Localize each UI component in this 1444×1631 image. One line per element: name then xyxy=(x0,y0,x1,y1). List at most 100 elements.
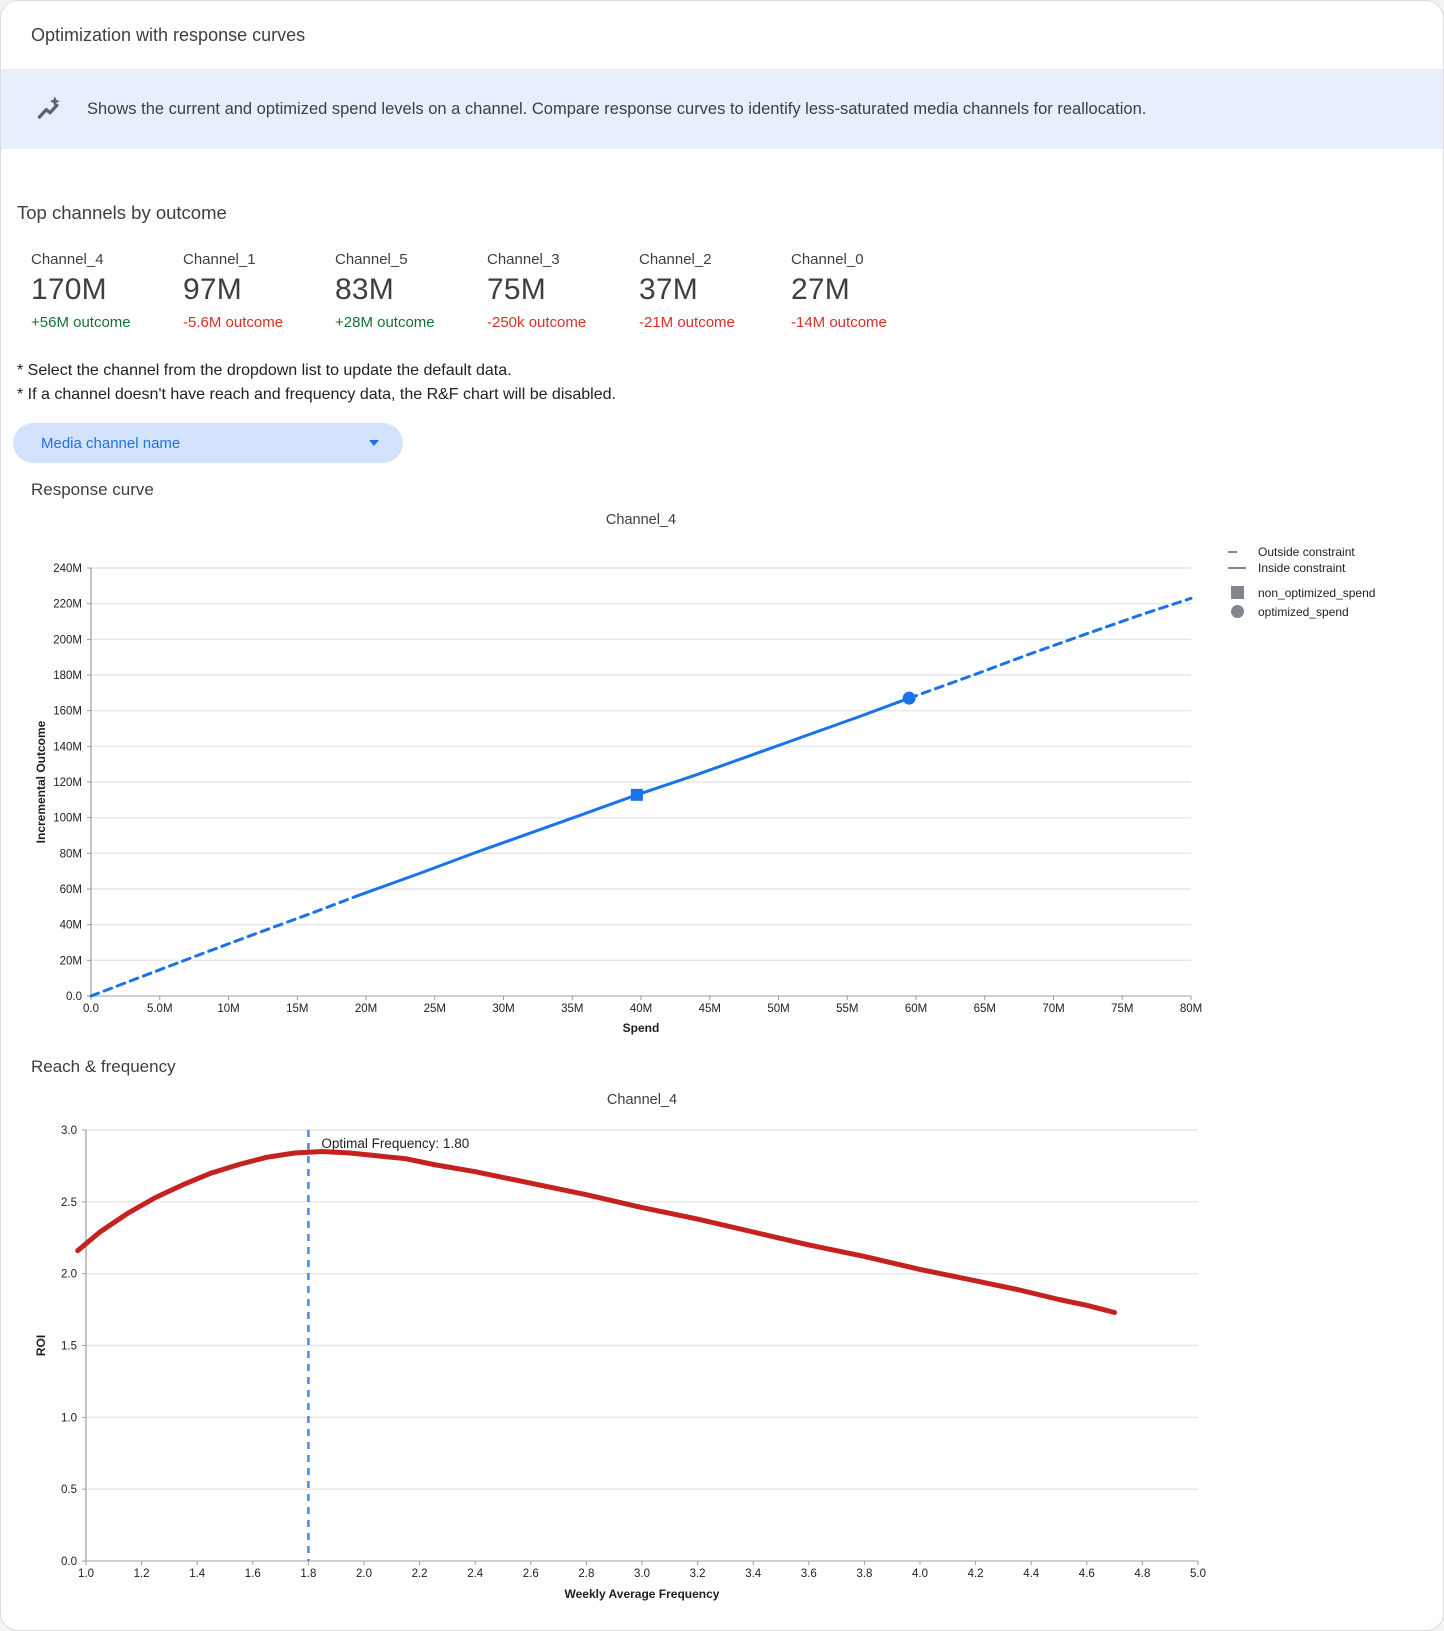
usage-notes: * Select the channel from the dropdown l… xyxy=(17,359,1443,407)
svg-text:4.8: 4.8 xyxy=(1134,1568,1150,1580)
chart-title: Channel_4 xyxy=(607,1092,677,1108)
svg-text:1.8: 1.8 xyxy=(300,1568,316,1580)
response-curve-heading: Response curve xyxy=(31,480,154,499)
svg-text:160M: 160M xyxy=(53,706,82,718)
svg-text:70M: 70M xyxy=(1042,1003,1064,1015)
channel-value: 37M xyxy=(639,273,698,306)
svg-text:5.0M: 5.0M xyxy=(147,1003,173,1015)
svg-text:120M: 120M xyxy=(53,777,82,789)
x-axis-label: Spend xyxy=(623,1021,660,1035)
svg-text:3.6: 3.6 xyxy=(801,1568,817,1580)
svg-text:1.5: 1.5 xyxy=(61,1341,77,1353)
svg-text:4.0: 4.0 xyxy=(912,1568,928,1580)
svg-text:200M: 200M xyxy=(53,634,82,646)
channel-name: Channel_4 xyxy=(31,251,104,268)
chart-legend: Outside constraint Inside constraint non… xyxy=(1226,544,1375,621)
channel-card: Channel_2 37M -21M outcome xyxy=(639,251,791,331)
legend-label: non_optimized_spend xyxy=(1258,585,1376,600)
svg-text:10M: 10M xyxy=(217,1003,239,1015)
channel-delta: +56M outcome xyxy=(31,314,131,331)
svg-text:2.4: 2.4 xyxy=(467,1568,484,1580)
svg-text:15M: 15M xyxy=(286,1003,308,1015)
svg-text:100M: 100M xyxy=(53,813,82,825)
svg-text:0.0: 0.0 xyxy=(61,1556,77,1568)
channel-name: Channel_2 xyxy=(639,251,712,268)
svg-text:40M: 40M xyxy=(630,1003,652,1015)
optimized_spend-marker xyxy=(902,691,916,705)
svg-text:4.4: 4.4 xyxy=(1023,1568,1040,1580)
svg-text:180M: 180M xyxy=(53,670,82,682)
svg-text:35M: 35M xyxy=(561,1003,583,1015)
svg-text:0.0: 0.0 xyxy=(83,1003,99,1015)
svg-text:4.2: 4.2 xyxy=(968,1568,984,1580)
svg-text:1.4: 1.4 xyxy=(189,1568,206,1580)
svg-text:2.6: 2.6 xyxy=(523,1568,539,1580)
channel-name: Channel_1 xyxy=(183,251,256,268)
channel-name: Channel_3 xyxy=(487,251,560,268)
response-curve-chart: 0.0 20M 40M 60M 80M 100M 120M 140M 160M 180M 200M 2… xyxy=(34,512,1202,1035)
top-channels-heading: Top channels by outcome xyxy=(17,202,227,223)
outside_constraint_high-series xyxy=(907,596,1193,700)
svg-text:55M: 55M xyxy=(836,1003,858,1015)
svg-text:60M: 60M xyxy=(905,1003,927,1015)
solid-line-symbol xyxy=(1226,567,1248,569)
channel-delta: +28M outcome xyxy=(335,314,435,331)
channel-name: Channel_5 xyxy=(335,251,408,268)
svg-text:2.2: 2.2 xyxy=(412,1568,428,1580)
channel-delta: -21M outcome xyxy=(639,314,735,331)
roi_curve-series xyxy=(75,1149,1118,1315)
channel-value: 75M xyxy=(487,273,546,306)
insights-icon xyxy=(37,96,60,119)
svg-text:1.0: 1.0 xyxy=(61,1412,77,1424)
reach-frequency-block: 0.0 0.5 1.0 1.5 2.0 2.5 3.0 1.0 1.2 1.4 1.6 1.8 2.0 2… xyxy=(31,1078,1443,1630)
svg-text:220M: 220M xyxy=(53,599,82,611)
channel-name: Channel_0 xyxy=(791,251,864,268)
svg-text:80M: 80M xyxy=(1180,1003,1202,1015)
svg-text:3.0: 3.0 xyxy=(61,1125,77,1137)
info-banner: Shows the current and optimized spend le… xyxy=(1,69,1443,149)
page-title-bar: Optimization with response curves xyxy=(1,1,1443,69)
response-curve-block: 0.0 20M 40M 60M 80M 100M 120M 140M 160M 180M 200M 2… xyxy=(31,506,1443,1041)
svg-text:20M: 20M xyxy=(355,1003,377,1015)
svg-text:2.0: 2.0 xyxy=(356,1568,372,1580)
outside_constraint_low-series xyxy=(89,893,361,998)
svg-text:3.0: 3.0 xyxy=(634,1568,650,1580)
legend-item: non_optimized_spend xyxy=(1226,583,1375,602)
x-axis-label: Weekly Average Frequency xyxy=(565,1587,720,1601)
reach-frequency-heading: Reach & frequency xyxy=(31,1057,176,1076)
note-line: * Select the channel from the dropdown l… xyxy=(17,362,512,379)
svg-text:40M: 40M xyxy=(60,920,82,932)
top-channels-row: Channel_4 170M +56M outcome Channel_1 97… xyxy=(31,251,1443,331)
note-line: * If a channel doesn't have reach and fr… xyxy=(17,386,616,403)
channel-value: 27M xyxy=(791,273,850,306)
channel-card: Channel_4 170M +56M outcome xyxy=(31,251,183,331)
svg-text:2.8: 2.8 xyxy=(578,1568,594,1580)
svg-text:1.2: 1.2 xyxy=(134,1568,150,1580)
page-title: Optimization with response curves xyxy=(31,24,306,45)
svg-text:3.2: 3.2 xyxy=(690,1568,706,1580)
svg-text:45M: 45M xyxy=(699,1003,721,1015)
legend-label: optimized_spend xyxy=(1258,604,1349,619)
svg-text:0.5: 0.5 xyxy=(61,1484,77,1496)
svg-text:75M: 75M xyxy=(1111,1003,1133,1015)
channel-delta: -250k outcome xyxy=(487,314,587,331)
channel-delta: -14M outcome xyxy=(791,314,887,331)
svg-text:1.6: 1.6 xyxy=(245,1568,261,1580)
svg-text:3.8: 3.8 xyxy=(856,1568,872,1580)
svg-text:0.0: 0.0 xyxy=(66,991,82,1003)
legend-label: Outside constraint xyxy=(1258,545,1355,559)
reach-frequency-chart: 0.0 0.5 1.0 1.5 2.0 2.5 3.0 1.0 1.2 1.4 1.6 1.8 2.0 2… xyxy=(34,1092,1206,1601)
svg-text:65M: 65M xyxy=(974,1003,996,1015)
svg-text:30M: 30M xyxy=(492,1003,514,1015)
svg-text:25M: 25M xyxy=(424,1003,446,1015)
dropdown-arrow-icon xyxy=(369,440,379,446)
svg-text:2.0: 2.0 xyxy=(61,1269,77,1281)
svg-text:2.5: 2.5 xyxy=(61,1197,77,1209)
legend-item: Outside constraint xyxy=(1226,544,1375,560)
channel-value: 83M xyxy=(335,273,394,306)
chart-title: Channel_4 xyxy=(606,512,676,528)
svg-text:5.0: 5.0 xyxy=(1190,1568,1206,1580)
media-channel-dropdown[interactable]: Media channel name xyxy=(13,423,403,463)
channel-card: Channel_0 27M -14M outcome xyxy=(791,251,943,331)
svg-text:1.0: 1.0 xyxy=(78,1568,94,1580)
